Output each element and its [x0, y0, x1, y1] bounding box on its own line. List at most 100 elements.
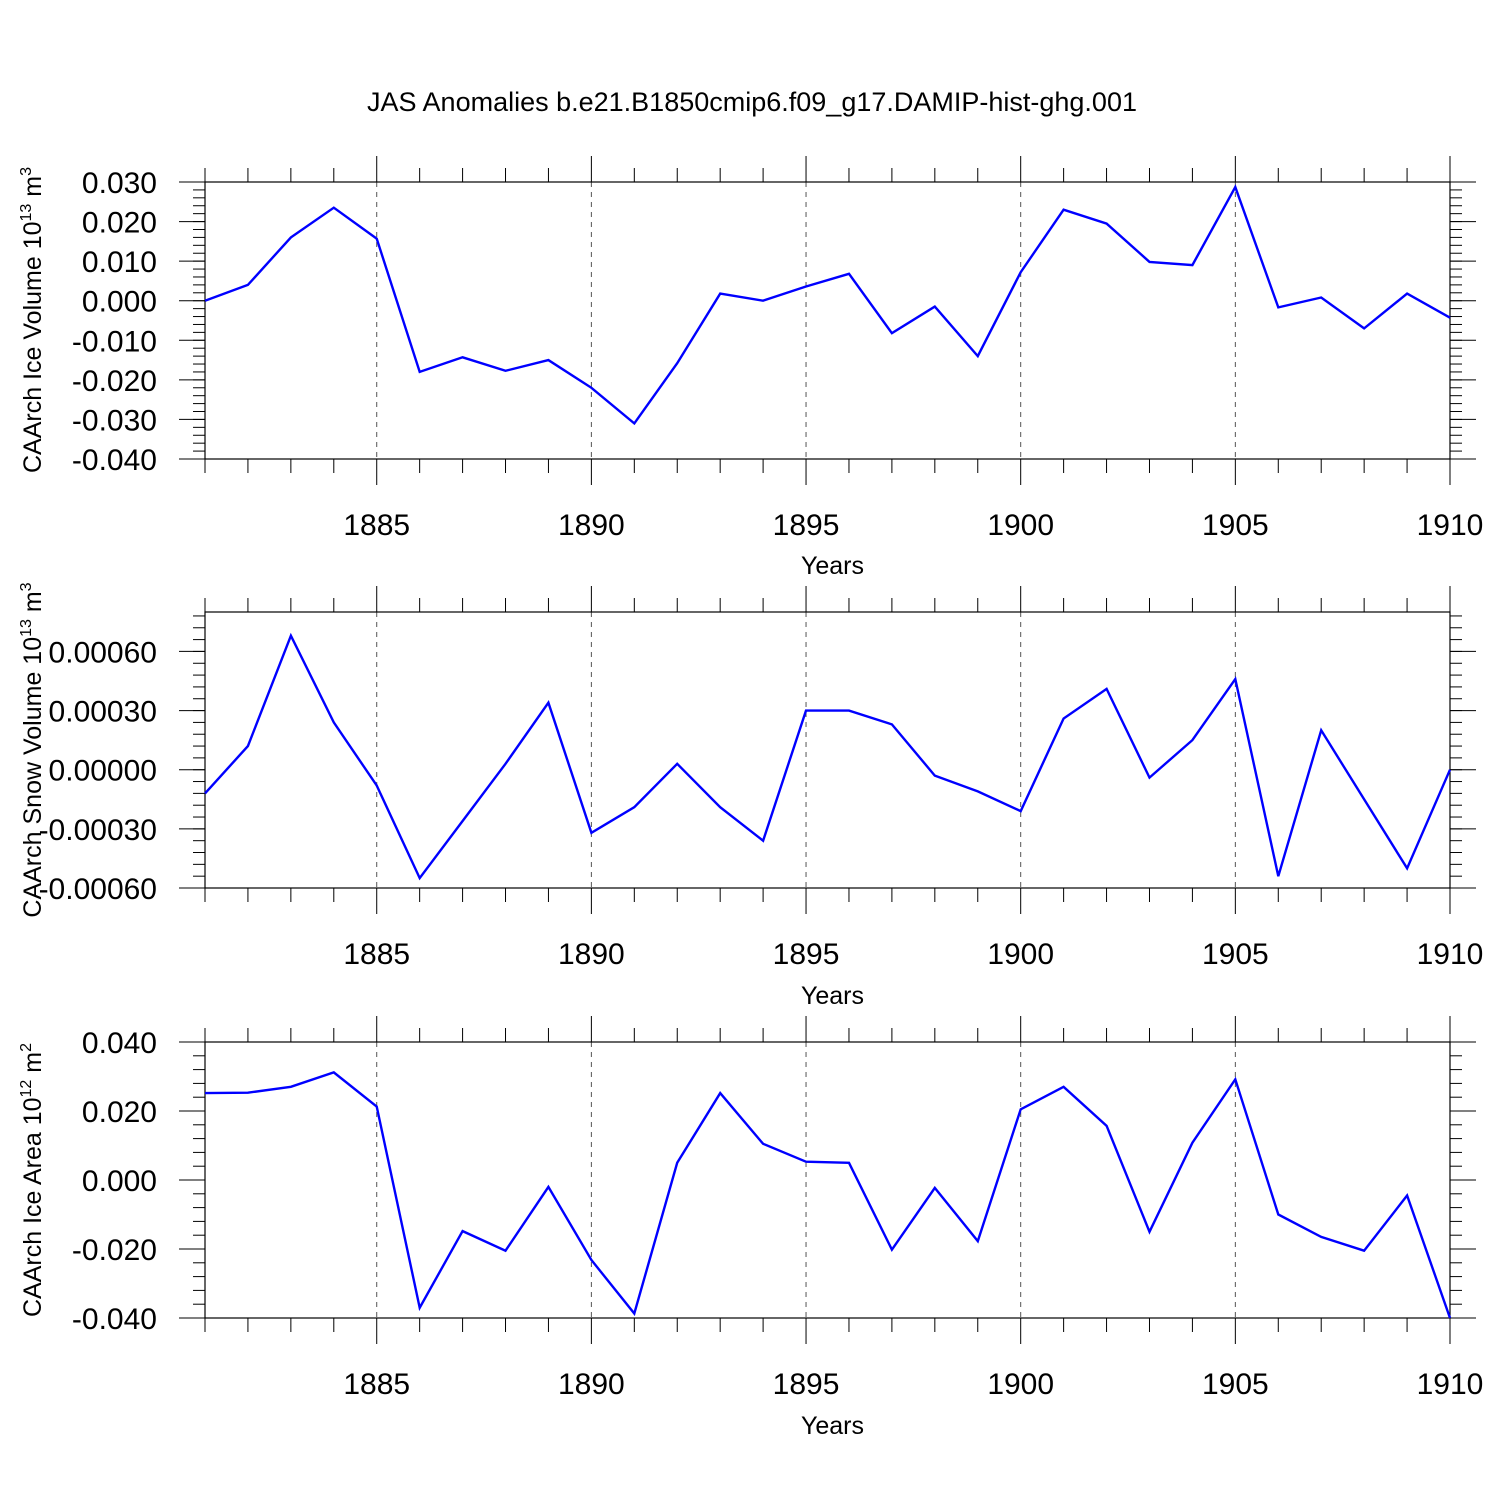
data-point [419, 371, 421, 373]
data-point [633, 422, 635, 424]
data-point [633, 1313, 635, 1315]
data-point [1234, 1078, 1236, 1080]
panel-2: -0.00060 -0.00030 0.00000 0.00030 0.00060 188… [18, 582, 1483, 1010]
x-tick-label: 1895 [773, 1368, 840, 1401]
y-tick-label: -0.020 [72, 1234, 157, 1267]
data-point [419, 1307, 421, 1309]
data-point [505, 763, 507, 765]
data-point [376, 238, 378, 240]
x-tick-label: 1890 [558, 509, 625, 542]
data-point [505, 370, 507, 372]
y-tick-label: -0.00030 [39, 814, 157, 847]
y-axis-label: CAArch Ice Volume 1013 m3 [18, 167, 47, 473]
data-point [1020, 271, 1022, 273]
data-point [419, 877, 421, 879]
data-point [1234, 186, 1236, 188]
data-point [1191, 1142, 1193, 1144]
data-point [462, 356, 464, 358]
data-point [1320, 729, 1322, 731]
plot-frame [204, 1041, 1451, 1319]
data-point [1148, 1231, 1150, 1233]
data-point [1191, 739, 1193, 741]
data-point [290, 635, 292, 637]
data-point [1191, 264, 1193, 266]
data-point [891, 723, 893, 725]
x-tick-label: 1890 [558, 1368, 625, 1401]
data-point [1020, 810, 1022, 812]
data-point [934, 306, 936, 308]
data-point [204, 300, 206, 302]
data-point [1234, 678, 1236, 680]
data-point [290, 1086, 292, 1088]
y-tick-label: -0.00060 [39, 873, 157, 906]
panel-3: -0.040 -0.020 0.000 0.020 0.040 1885 1890 1895 1… [18, 1016, 1483, 1440]
data-point [1020, 1108, 1022, 1110]
data-point [1363, 798, 1365, 800]
data-point [1277, 1214, 1279, 1216]
x-tick-label: 1910 [1417, 1368, 1484, 1401]
data-point [977, 355, 979, 357]
x-tick-label: 1895 [773, 938, 840, 971]
x-tick-label: 1900 [987, 938, 1054, 971]
data-point [1063, 717, 1065, 719]
data-point [505, 1250, 507, 1252]
data-point [1277, 875, 1279, 877]
data-point [719, 1092, 721, 1094]
x-tick-label: 1910 [1417, 938, 1484, 971]
y-tick-label: -0.030 [72, 404, 157, 437]
y-axis-label: CAArch Snow Volume 1013 m3 [18, 582, 47, 917]
x-tick-label: 1900 [987, 509, 1054, 542]
data-point [547, 1186, 549, 1188]
series-line [204, 632, 1452, 881]
data-point [1449, 1317, 1451, 1319]
data-point [934, 1187, 936, 1189]
y-tick-label: 0.00060 [49, 636, 157, 669]
data-point [762, 1143, 764, 1145]
data-point [1148, 261, 1150, 263]
data-point [1320, 297, 1322, 299]
y-tick-label: -0.010 [72, 325, 157, 358]
data-point [1106, 1125, 1108, 1127]
data-point [676, 362, 678, 364]
y-tick-label: 0.020 [82, 1096, 157, 1129]
y-tick-label: 0.000 [82, 1165, 157, 1198]
x-tick-label: 1890 [558, 938, 625, 971]
data-point [848, 273, 850, 275]
data-point [333, 207, 335, 209]
series-line [204, 184, 1451, 426]
x-tick-label: 1885 [343, 938, 410, 971]
x-tick-label: 1905 [1202, 1368, 1269, 1401]
data-point [805, 285, 807, 287]
data-point [590, 387, 592, 389]
x-axis-label: Years [801, 1412, 864, 1440]
panel-1: -0.040 -0.030 -0.020 -0.010 0.000 0.010 0.020 0… [18, 156, 1483, 580]
data-point [1449, 769, 1451, 771]
plot-frame [204, 611, 1451, 889]
data-point [547, 702, 549, 704]
data-point [376, 1106, 378, 1108]
y-tick-label: 0.010 [82, 246, 157, 279]
data-point [590, 1259, 592, 1261]
data-point [204, 792, 206, 794]
data-point [462, 1230, 464, 1232]
plot-frame [204, 181, 1451, 460]
data-point [762, 840, 764, 842]
x-tick-label: 1905 [1202, 509, 1269, 542]
data-point [891, 1249, 893, 1251]
data-point [1449, 317, 1451, 319]
data-point [247, 745, 249, 747]
data-point [1148, 777, 1150, 779]
data-point [462, 820, 464, 822]
data-point [805, 710, 807, 712]
data-point [805, 1161, 807, 1163]
data-point [1063, 1086, 1065, 1088]
data-point [247, 1092, 249, 1094]
y-tick-label: 0.030 [82, 167, 157, 200]
data-point [719, 806, 721, 808]
data-point [1277, 306, 1279, 308]
data-point [934, 775, 936, 777]
chart-title: JAS Anomalies b.e21.B1850cmip6.f09_g17.D… [367, 87, 1137, 117]
data-point [676, 1162, 678, 1164]
data-point [719, 293, 721, 295]
